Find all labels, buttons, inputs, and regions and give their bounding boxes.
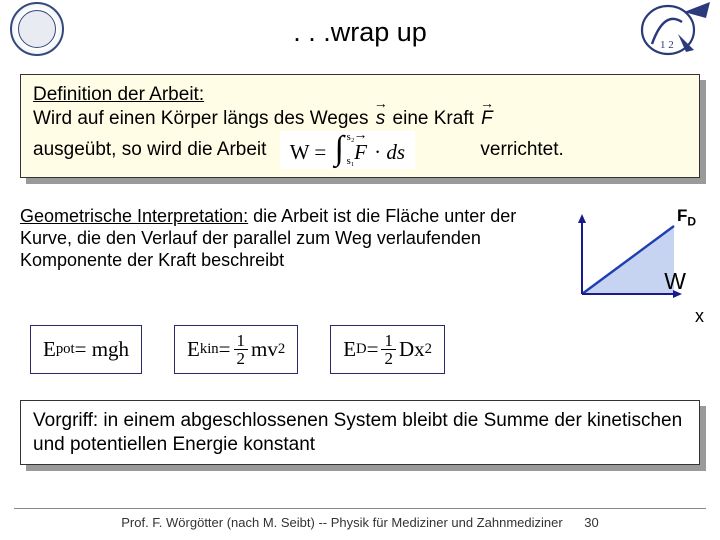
university-seal-icon <box>10 2 64 56</box>
geometric-text: Geometrische Interpretation: die Arbeit … <box>20 206 560 272</box>
vector-f: F <box>479 107 495 131</box>
equation-row: Epot = mgh Ekin = 12 mv2 ED = 12 Dx2 <box>30 325 700 374</box>
institute-logo-icon: 1 2 <box>634 0 712 58</box>
chart-y-label: FD <box>677 206 696 228</box>
equation-ekin: Ekin = 12 mv2 <box>174 325 298 374</box>
definition-heading: Definition der Arbeit: <box>33 84 204 105</box>
slide: . . .wrap up 1 2 Definition der Arbeit: … <box>0 0 720 540</box>
vorgriff-box: Vorgriff: in einem abgeschlossenen Syste… <box>20 400 700 466</box>
definition-box: Definition der Arbeit: Wird auf einen Kö… <box>20 74 700 178</box>
definition-line1b: eine Kraft <box>387 108 479 129</box>
definition-line2a: ausgeübt, so wird die Arbeit <box>33 139 266 160</box>
footer-text: Prof. F. Wörgötter (nach M. Seibt) -- Ph… <box>121 515 562 530</box>
geometric-row: Geometrische Interpretation: die Arbeit … <box>20 206 700 309</box>
definition-line1a: Wird auf einen Körper längs des Weges <box>33 108 374 129</box>
chart-area-label: W <box>664 268 686 295</box>
slide-title: . . .wrap up <box>14 17 706 48</box>
equation-epot: Epot = mgh <box>30 325 142 374</box>
chart-x-label: x <box>695 306 704 327</box>
work-integral-formula: W = ∫ s₂ s₁ F · ds <box>280 131 415 169</box>
svg-text:1 2: 1 2 <box>660 39 674 51</box>
geometric-heading: Geometrische Interpretation: <box>20 206 248 226</box>
equation-ed: ED = 12 Dx2 <box>330 325 445 374</box>
vector-s: s <box>374 107 388 131</box>
definition-line2b: verrichtet. <box>480 139 563 160</box>
work-area-chart: FD W x <box>570 206 700 309</box>
title-row: . . .wrap up 1 2 <box>14 4 706 60</box>
page-number: 30 <box>584 515 598 530</box>
vorgriff-text: Vorgriff: in einem abgeschlossenen Syste… <box>33 409 687 457</box>
footer: Prof. F. Wörgötter (nach M. Seibt) -- Ph… <box>0 508 720 530</box>
